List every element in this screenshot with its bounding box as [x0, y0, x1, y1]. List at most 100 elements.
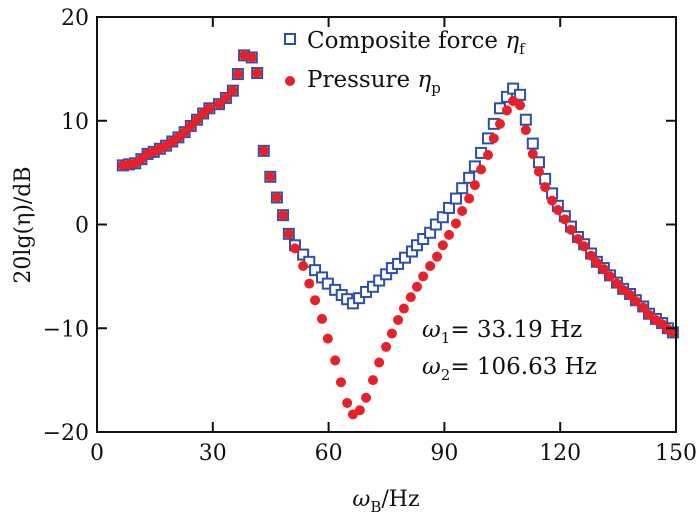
series-composite-force: [116, 49, 679, 339]
data-point-square: [519, 113, 532, 126]
data-point-square: [321, 277, 334, 290]
x-tick-label: 0: [90, 441, 104, 466]
data-point-circle: [220, 92, 231, 103]
data-point-circle: [374, 357, 385, 368]
x-tick-label: 90: [430, 441, 458, 466]
data-point-circle: [520, 125, 531, 136]
data-point-circle: [444, 229, 455, 240]
data-point-circle: [393, 314, 404, 325]
x-tick-label: 150: [655, 441, 697, 466]
data-point-circle: [488, 133, 499, 144]
data-point-circle: [572, 234, 583, 245]
data-point-circle: [304, 278, 315, 289]
data-point-circle: [330, 355, 341, 366]
data-point-circle: [464, 193, 475, 204]
x-tick-label: 30: [199, 441, 227, 466]
data-point-circle: [204, 103, 215, 114]
data-point-square: [456, 182, 469, 195]
data-point-circle: [411, 281, 422, 292]
x-tick-label: 120: [539, 441, 581, 466]
data-point-circle: [527, 148, 538, 159]
data-point-circle: [213, 99, 224, 110]
data-point-circle: [457, 206, 468, 217]
data-point-square: [309, 264, 322, 277]
legend-marker-pressure: [285, 76, 295, 86]
data-point-square: [399, 251, 412, 264]
data-point-circle: [604, 271, 615, 282]
data-point-circle: [494, 118, 505, 129]
y-tick-label: 10: [61, 110, 89, 135]
data-point-circle: [258, 145, 269, 156]
data-point-circle: [598, 264, 609, 275]
data-point-circle: [191, 114, 202, 125]
data-point-square: [417, 233, 430, 246]
y-tick-label: −20: [43, 421, 89, 446]
data-point-square: [507, 82, 520, 95]
data-point-circle: [232, 69, 243, 80]
data-point-circle: [185, 120, 196, 131]
data-point-circle: [418, 271, 429, 282]
data-point-circle: [566, 224, 577, 235]
x-axis-title: ωB/Hz: [352, 487, 419, 516]
data-point-circle: [611, 278, 622, 289]
data-point-circle: [533, 166, 544, 177]
data-point-circle: [361, 392, 372, 403]
data-point-square: [526, 137, 539, 150]
data-point-circle: [630, 296, 641, 307]
data-point-square: [449, 192, 462, 205]
data-point-circle: [638, 302, 649, 313]
data-point-square: [410, 239, 423, 252]
data-point-circle: [483, 149, 494, 160]
data-point-circle: [579, 241, 590, 252]
data-point-square: [373, 274, 386, 287]
data-point-circle: [405, 292, 416, 303]
data-point-square: [436, 211, 449, 224]
data-point-circle: [322, 333, 333, 344]
data-point-square: [443, 201, 456, 214]
axis-ticks: 0 30 60 90 120 150 20 10 0 −10 −20: [43, 6, 697, 466]
legend: Composite force ηf Pressure ηp: [284, 28, 526, 97]
data-marks: [116, 49, 679, 420]
data-point-circle: [386, 328, 397, 339]
y-axis-title: 20lg(η)/dB: [11, 166, 36, 283]
data-point-circle: [618, 284, 629, 295]
data-point-square: [392, 257, 405, 270]
data-point-circle: [398, 303, 409, 314]
data-point-circle: [252, 68, 263, 79]
data-point-circle: [540, 182, 551, 193]
data-point-circle: [310, 295, 321, 306]
data-point-circle: [501, 105, 512, 116]
annotation-omega2: ω2= 106.63 Hz: [422, 354, 597, 384]
data-point-circle: [552, 204, 563, 215]
data-point-circle: [425, 261, 436, 271]
data-point-circle: [643, 309, 654, 320]
data-point-circle: [265, 171, 276, 182]
series-pressure: [117, 50, 678, 420]
annotation-omega1: ω1= 33.19 Hz: [422, 317, 582, 347]
data-point-square: [532, 156, 545, 169]
legend-label-pressure: Pressure ηp: [307, 67, 441, 97]
data-point-circle: [317, 313, 328, 324]
data-point-square: [463, 171, 476, 184]
data-point-circle: [515, 100, 526, 111]
data-point-circle: [437, 240, 448, 251]
data-point-circle: [271, 192, 282, 203]
legend-label-composite: Composite force ηf: [307, 28, 526, 58]
legend-marker-composite: [284, 33, 296, 45]
y-tick-label: −10: [43, 317, 89, 342]
data-point-circle: [342, 397, 353, 408]
data-point-circle: [547, 195, 558, 206]
data-point-circle: [354, 405, 365, 416]
data-point-circle: [278, 210, 289, 221]
data-point-circle: [381, 341, 392, 352]
x-tick-label: 60: [315, 441, 343, 466]
data-point-circle: [335, 377, 346, 388]
data-point-circle: [450, 218, 461, 229]
y-tick-label: 0: [75, 214, 89, 239]
data-point-circle: [298, 261, 309, 271]
data-point-circle: [239, 50, 250, 61]
data-point-square: [429, 218, 442, 231]
data-point-circle: [227, 85, 238, 96]
data-point-circle: [367, 375, 378, 386]
